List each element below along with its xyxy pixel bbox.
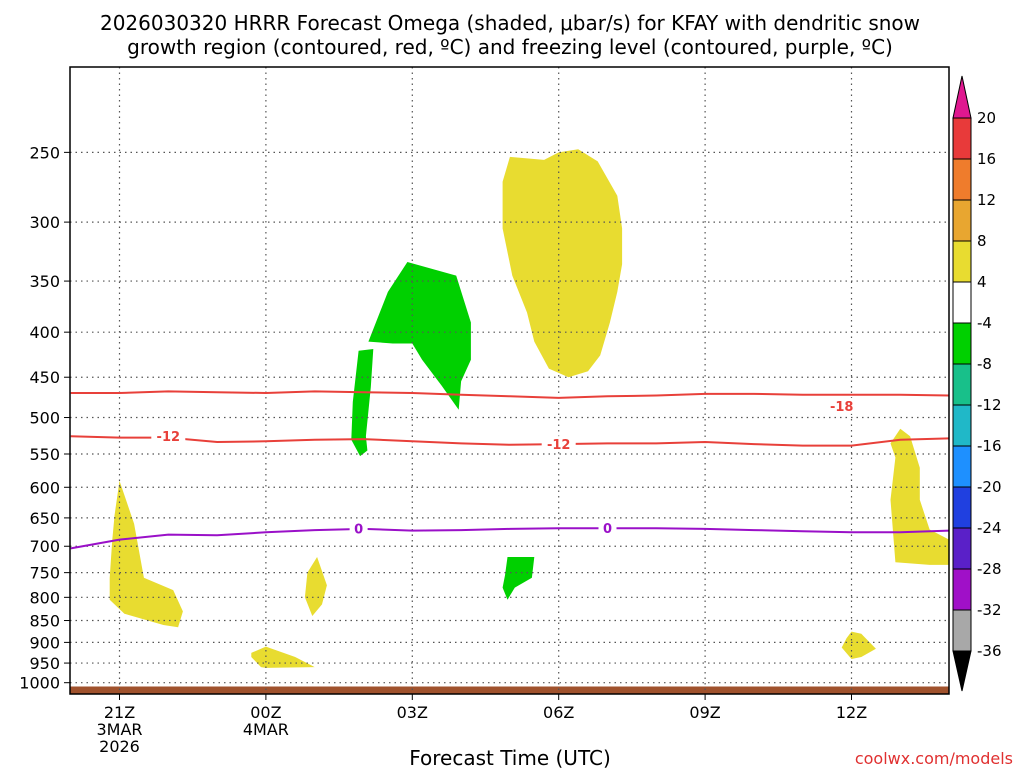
colorbar-arrow-bottom xyxy=(952,650,972,692)
y-tick-label-900: 900 xyxy=(29,633,60,652)
shaded-region-green-mid xyxy=(368,262,471,410)
contour-label-dgz-minus12: -12 xyxy=(547,438,571,453)
y-tick-label-300: 300 xyxy=(29,213,60,232)
contour-line-dgz-minus12 xyxy=(70,435,950,447)
y-tick-label-950: 950 xyxy=(29,654,60,673)
colorbar-swatch-1 xyxy=(952,158,972,201)
colorbar-swatch-8 xyxy=(952,445,972,488)
y-tick-label-600: 600 xyxy=(29,478,60,497)
shaded-region-green-left xyxy=(351,349,374,457)
y-tick-label-1000: 1000 xyxy=(19,674,60,693)
colorbar-swatch-7 xyxy=(952,404,972,447)
shaded-region-yellow-left xyxy=(109,480,183,628)
colorbar-swatch-11 xyxy=(952,568,972,611)
x-tick-label-3-0: 00Z xyxy=(250,703,281,722)
contour-line-dgz-minus18 xyxy=(70,390,950,399)
shaded-region-yellow-upper xyxy=(502,149,623,378)
temperature-contours: -18 -12 -12 0 0 xyxy=(70,390,950,550)
shaded-region-yellow-right xyxy=(890,428,950,565)
contour-label-bg-dgz-minus12 xyxy=(541,436,576,453)
y-tick-label-850: 850 xyxy=(29,612,60,631)
colorbar-label-11: -28 xyxy=(977,560,1002,578)
y-tick-label-550: 550 xyxy=(29,445,60,464)
colorbar-swatch-2 xyxy=(952,199,972,242)
colorbar-label-6: -8 xyxy=(977,355,992,373)
colorbar-swatch-12 xyxy=(952,609,972,652)
y-axis: 250 300 350 400 450 500 550 600 650 700 750 800 850 9… xyxy=(19,143,70,693)
y-tick-label-500: 500 xyxy=(29,409,60,428)
contour-label-bg-freezing-level-0 xyxy=(598,519,617,536)
colorbar-label-4: 4 xyxy=(977,273,987,291)
colorbar-label-last: -36 xyxy=(977,642,1002,660)
colorbar-swatch-0 xyxy=(952,117,972,160)
colorbar-label-1: 16 xyxy=(977,150,996,168)
colorbar-swatch-6 xyxy=(952,363,972,406)
y-tick-label-450: 450 xyxy=(29,368,60,387)
y-tick-label-350: 350 xyxy=(29,272,60,291)
shaded-region-yellow-small xyxy=(304,557,327,616)
contour-label-freezing-level-0: 0 xyxy=(603,522,612,537)
shaded-region-yellow-bottom xyxy=(251,646,315,668)
x-tick-label-9-0: 06Z xyxy=(543,703,574,722)
shaded-region-green-small xyxy=(502,557,535,600)
colorbar-label-9: -20 xyxy=(977,478,1002,496)
terrain-band xyxy=(70,686,949,694)
contour-label-freezing-level-0: 0 xyxy=(354,522,363,537)
contour-label-bg-dgz-minus18 xyxy=(824,397,859,414)
x-tick-label-15-0: 12Z xyxy=(836,703,867,722)
colorbar: 20 16 12 8 4 -4 -8 -12 -16 -20 -24 -28 -32 -36 xyxy=(952,75,1002,692)
terrain-strip xyxy=(70,686,949,694)
x-axis-label: Forecast Time (UTC) xyxy=(409,746,611,768)
contour-label-bg-freezing-level-0 xyxy=(349,520,368,537)
y-tick-label-800: 800 xyxy=(29,588,60,607)
colorbar-label-10: -24 xyxy=(977,519,1002,537)
colorbar-swatch-4 xyxy=(952,281,972,324)
y-tick-label-650: 650 xyxy=(29,509,60,528)
x-tick-label-3-1: 4MAR xyxy=(243,720,289,739)
colorbar-swatch-10 xyxy=(952,527,972,570)
colorbar-label-5: -4 xyxy=(977,314,992,332)
colorbar-swatch-5 xyxy=(952,322,972,365)
y-tick-label-700: 700 xyxy=(29,537,60,556)
y-tick-label-250: 250 xyxy=(29,143,60,162)
colorbar-arrow-top xyxy=(952,75,972,119)
plot-frame xyxy=(69,66,950,695)
chart-title-line-1: 2026030320 HRRR Forecast Omega (shaded, … xyxy=(100,11,920,35)
x-tick-label-12-0: 09Z xyxy=(689,703,720,722)
x-tick-label-6-0: 03Z xyxy=(397,703,428,722)
colorbar-label-0: 20 xyxy=(977,109,996,127)
colorbar-label-2: 12 xyxy=(977,191,996,209)
colorbar-swatch-3 xyxy=(952,240,972,283)
credit-text: coolwx.com/models xyxy=(855,749,1013,768)
y-tick-label-400: 400 xyxy=(29,323,60,342)
x-tick-label-0-2: 2026 xyxy=(99,737,140,756)
colorbar-label-7: -12 xyxy=(977,396,1002,414)
colorbar-label-8: -16 xyxy=(977,437,1002,455)
x-tick-label-0-0: 21Z xyxy=(104,703,135,722)
y-tick-label-750: 750 xyxy=(29,564,60,583)
x-tick-label-0-1: 3MAR xyxy=(96,720,142,739)
colorbar-swatch-9 xyxy=(952,486,972,529)
contour-label-dgz-minus18: -18 xyxy=(830,400,854,415)
omega-shading xyxy=(109,149,950,668)
grid-lines xyxy=(70,67,949,694)
contour-line-freezing-level-0 xyxy=(70,527,950,550)
colorbar-label-3: 8 xyxy=(977,232,987,250)
contour-label-bg-dgz-minus12 xyxy=(151,428,186,445)
shaded-region-yellow-right-bottom xyxy=(841,631,876,659)
colorbar-label-12: -32 xyxy=(977,601,1002,619)
chart-title-line-2: growth region (contoured, red, ºC) and f… xyxy=(127,35,893,59)
contour-label-dgz-minus12: -12 xyxy=(157,430,181,445)
